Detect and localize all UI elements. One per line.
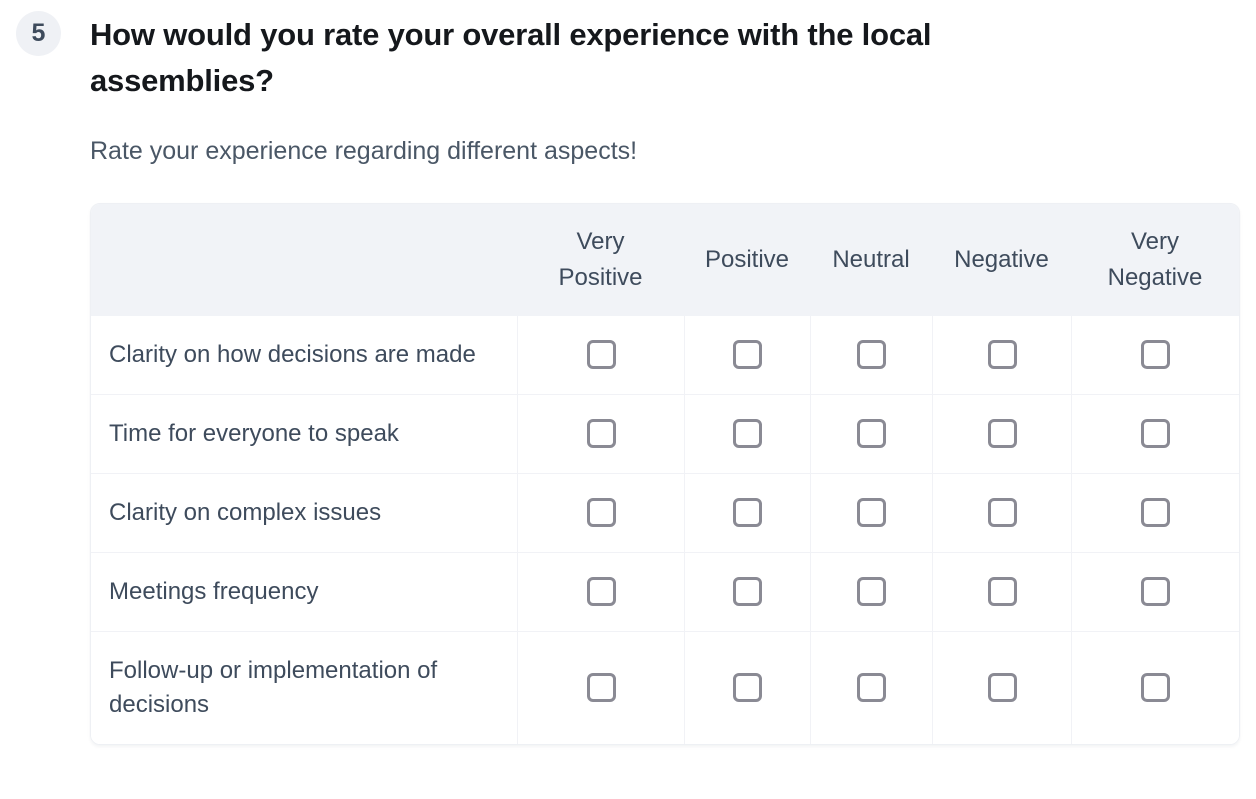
rating-checkbox[interactable] (733, 340, 762, 370)
rating-cell (1071, 315, 1239, 394)
rating-checkbox[interactable] (987, 673, 1017, 703)
rating-checkbox[interactable] (586, 673, 616, 703)
rating-cell (517, 393, 684, 473)
rating-cell (932, 393, 1071, 473)
question-number-badge: 5 (16, 11, 61, 56)
rating-cell (810, 393, 932, 473)
row-label: Time for everyone to speak (91, 393, 517, 473)
rating-cell (517, 472, 684, 552)
rating-checkbox[interactable] (586, 498, 616, 528)
rating-checkbox[interactable] (857, 673, 886, 703)
rating-checkbox[interactable] (857, 577, 886, 607)
rating-cell (517, 551, 684, 631)
rating-cell (1071, 393, 1239, 473)
rating-checkbox[interactable] (733, 419, 762, 449)
matrix-header-row: Very Positive Positive Neutral Negative … (91, 203, 1239, 316)
table-row: Clarity on how decisions are made (91, 315, 1239, 394)
rating-checkbox[interactable] (857, 498, 886, 528)
rating-checkbox[interactable] (857, 340, 886, 370)
rating-matrix: Very Positive Positive Neutral Negative … (90, 202, 1240, 745)
rating-matrix-table: Very Positive Positive Neutral Negative … (91, 203, 1239, 744)
rating-cell (684, 315, 810, 394)
rating-cell (684, 630, 810, 744)
rating-cell (684, 393, 810, 473)
rating-cell (1071, 630, 1239, 744)
column-header-positive: Positive (684, 203, 810, 316)
rating-cell (932, 630, 1071, 744)
rating-cell (684, 472, 810, 552)
rating-cell (1071, 472, 1239, 552)
rating-checkbox[interactable] (1141, 577, 1170, 607)
rating-cell (810, 315, 932, 394)
rating-checkbox[interactable] (586, 340, 616, 370)
rating-cell (517, 630, 684, 744)
rating-checkbox[interactable] (586, 419, 616, 449)
table-row: Clarity on complex issues (91, 472, 1239, 552)
column-header-very-negative: Very Negative (1071, 203, 1239, 316)
rating-cell (810, 472, 932, 552)
matrix-header-empty (91, 203, 517, 316)
rating-checkbox[interactable] (857, 419, 886, 449)
rating-cell (932, 315, 1071, 394)
table-row: Time for everyone to speak (91, 393, 1239, 473)
rating-checkbox[interactable] (1141, 340, 1170, 370)
rating-checkbox[interactable] (987, 498, 1017, 528)
rating-checkbox[interactable] (987, 340, 1017, 370)
rating-checkbox[interactable] (586, 577, 616, 607)
table-row: Meetings frequency (91, 551, 1239, 631)
rating-checkbox[interactable] (987, 577, 1017, 607)
rating-cell (1071, 551, 1239, 631)
column-header-very-positive: Very Positive (517, 203, 684, 316)
survey-question-block: 5 How would you rate your overall experi… (16, 11, 1240, 745)
rating-checkbox[interactable] (733, 673, 762, 703)
rating-checkbox[interactable] (1141, 498, 1170, 528)
rating-cell (684, 551, 810, 631)
rating-checkbox[interactable] (733, 498, 762, 528)
rating-checkbox[interactable] (987, 419, 1017, 449)
rating-cell (517, 315, 684, 394)
row-label: Clarity on how decisions are made (91, 315, 517, 394)
rating-checkbox[interactable] (733, 577, 762, 607)
question-title: How would you rate your overall experien… (90, 17, 932, 98)
table-row: Follow-up or implementation of decisions (91, 630, 1239, 744)
rating-cell (810, 630, 932, 744)
row-label: Meetings frequency (91, 551, 517, 631)
rating-cell (932, 551, 1071, 631)
question-subtitle: Rate your experience regarding different… (90, 136, 638, 165)
rating-cell (932, 472, 1071, 552)
row-label: Follow-up or implementation of decisions (91, 630, 517, 744)
column-header-negative: Negative (932, 203, 1071, 316)
row-label: Clarity on complex issues (91, 472, 517, 552)
rating-cell (810, 551, 932, 631)
rating-checkbox[interactable] (1141, 419, 1170, 449)
column-header-neutral: Neutral (810, 203, 932, 316)
rating-checkbox[interactable] (1141, 673, 1170, 703)
